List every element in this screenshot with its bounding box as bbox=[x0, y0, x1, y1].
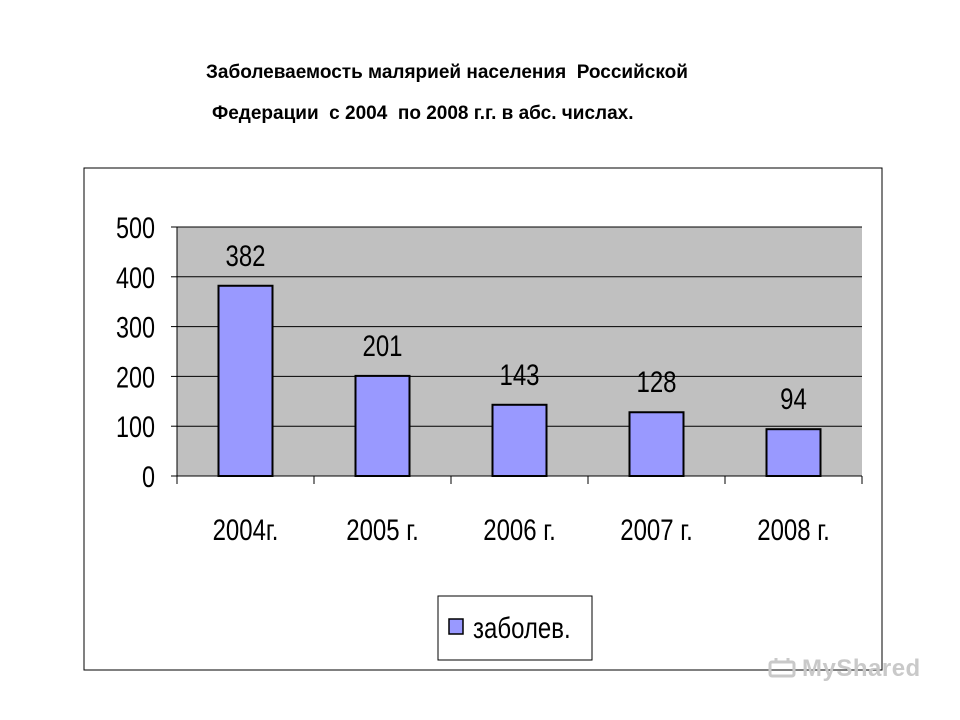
bar bbox=[765, 428, 822, 477]
y-tick-label: 100 bbox=[116, 410, 155, 443]
x-tick-label: 2008 г. bbox=[757, 512, 830, 546]
axes bbox=[171, 226, 863, 484]
legend-swatch bbox=[448, 618, 464, 635]
y-tick-label: 300 bbox=[116, 311, 155, 344]
data-label: 382 bbox=[225, 238, 265, 272]
x-tick-label: 2006 г. bbox=[483, 512, 556, 546]
bar bbox=[628, 411, 685, 478]
y-tick-label: 0 bbox=[142, 460, 155, 493]
bar bbox=[217, 284, 274, 477]
bar bbox=[354, 374, 411, 478]
y-tick-label: 500 bbox=[116, 211, 155, 244]
legend-label: заболев. bbox=[473, 610, 571, 644]
data-label: 143 bbox=[499, 357, 539, 391]
x-tick-label: 2004г. bbox=[213, 512, 279, 546]
projector-icon bbox=[768, 656, 798, 680]
x-tick-label: 2005 г. bbox=[346, 512, 419, 546]
watermark-text: MyShared bbox=[802, 655, 921, 682]
bar bbox=[491, 403, 548, 478]
labels: 0 100 200 300 400 500 382 2004г. 201 2005 г. 143 20… bbox=[116, 211, 830, 546]
watermark: MyShared bbox=[768, 655, 921, 683]
x-tick-label: 2007 г. bbox=[620, 512, 693, 546]
data-label: 94 bbox=[780, 382, 807, 416]
data-label: 201 bbox=[362, 328, 402, 362]
data-label: 128 bbox=[636, 365, 676, 399]
y-tick-label: 200 bbox=[116, 361, 155, 394]
chart-title-line-2: Федерации с 2004 по 2008 г.г. в абс. чис… bbox=[212, 103, 634, 124]
bars bbox=[217, 284, 822, 478]
chart-title-line-1: Заболеваемость малярией населения Россий… bbox=[206, 62, 688, 83]
y-tick-label: 400 bbox=[116, 261, 155, 294]
legend: заболев. bbox=[437, 595, 593, 661]
